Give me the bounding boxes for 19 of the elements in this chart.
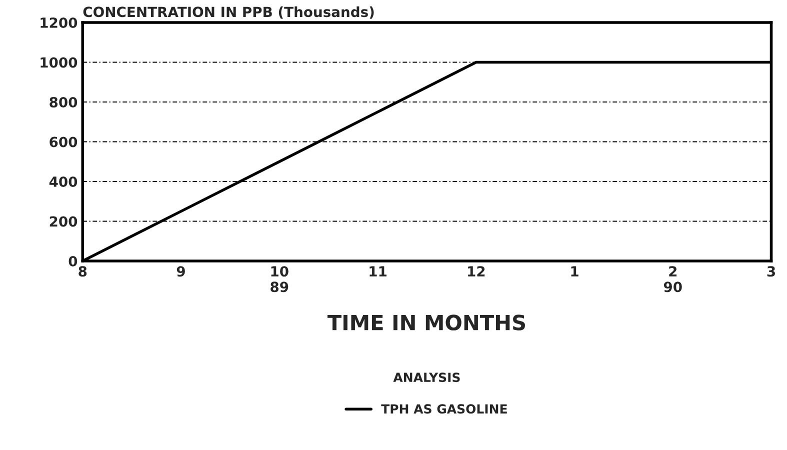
legend-title: ANALYSIS (393, 372, 460, 382)
chart-title: CONCENTRATION IN PPB (Thousands) (83, 6, 374, 19)
x-tick-label: 8 (78, 266, 87, 277)
y-tick-label: 600 (50, 136, 78, 148)
y-tick-label: 1000 (40, 57, 78, 68)
x-tick-label: 2 90 (664, 266, 682, 292)
legend-label: TPH AS GASOLINE (381, 404, 507, 414)
x-tick-label: 9 (176, 266, 185, 277)
x-tick-label: 10 89 (270, 266, 288, 292)
x-tick-label: 12 (468, 266, 485, 276)
x-axis-title: TIME IN MONTHS (327, 314, 525, 330)
y-tick-label: 400 (49, 176, 78, 187)
y-tick-label: 800 (50, 96, 78, 108)
y-tick-label: 1200 (40, 17, 78, 28)
y-tick-label: 0 (68, 256, 78, 266)
x-tick-label: 11 (370, 266, 386, 276)
x-tick-label: 1 (571, 266, 578, 276)
y-tick-label: 200 (50, 216, 78, 227)
x-tick-label: 3 (767, 266, 775, 277)
